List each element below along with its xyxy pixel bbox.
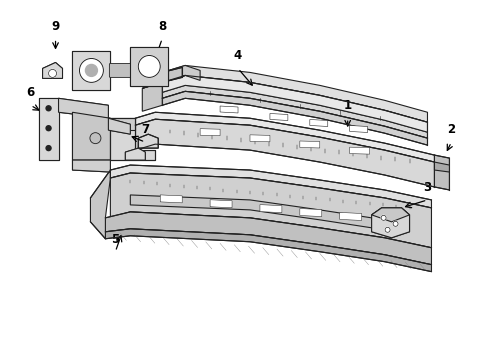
Polygon shape — [73, 50, 110, 90]
Text: 2: 2 — [447, 123, 456, 136]
Text: 8: 8 — [158, 19, 167, 32]
Circle shape — [79, 58, 103, 82]
Polygon shape — [435, 155, 449, 190]
Polygon shape — [260, 204, 282, 213]
Polygon shape — [73, 160, 110, 172]
Circle shape — [385, 227, 390, 232]
Polygon shape — [200, 129, 220, 136]
Polygon shape — [350, 126, 368, 132]
Text: 1: 1 — [343, 99, 352, 112]
Polygon shape — [105, 229, 432, 272]
Polygon shape — [300, 208, 322, 216]
Text: 7: 7 — [141, 123, 149, 136]
Circle shape — [138, 55, 160, 77]
Polygon shape — [310, 120, 328, 126]
Polygon shape — [125, 148, 145, 160]
Polygon shape — [162, 66, 200, 82]
Polygon shape — [160, 195, 182, 203]
Polygon shape — [340, 212, 362, 220]
Polygon shape — [108, 118, 130, 134]
Polygon shape — [350, 147, 369, 154]
Text: 5: 5 — [111, 233, 120, 246]
Polygon shape — [130, 46, 168, 86]
Polygon shape — [58, 98, 108, 118]
Polygon shape — [110, 118, 135, 130]
Polygon shape — [250, 135, 270, 142]
Polygon shape — [162, 91, 427, 145]
Text: 4: 4 — [234, 49, 242, 62]
Circle shape — [90, 133, 101, 144]
Polygon shape — [130, 195, 385, 230]
Circle shape — [393, 221, 398, 226]
Polygon shape — [91, 170, 110, 239]
Polygon shape — [220, 106, 238, 113]
Circle shape — [85, 64, 98, 76]
Polygon shape — [162, 85, 427, 138]
Polygon shape — [300, 141, 320, 148]
Polygon shape — [371, 208, 410, 222]
Polygon shape — [435, 162, 449, 172]
Polygon shape — [110, 173, 432, 248]
Polygon shape — [110, 118, 155, 160]
Polygon shape — [270, 113, 288, 121]
Polygon shape — [105, 212, 432, 265]
Circle shape — [46, 146, 51, 150]
Circle shape — [46, 106, 51, 111]
Text: 3: 3 — [423, 181, 432, 194]
Polygon shape — [162, 75, 427, 132]
Polygon shape — [39, 98, 58, 160]
Polygon shape — [142, 75, 185, 88]
Circle shape — [381, 215, 386, 220]
Polygon shape — [135, 112, 435, 162]
FancyBboxPatch shape — [109, 63, 131, 77]
Polygon shape — [135, 119, 435, 187]
Polygon shape — [138, 134, 158, 148]
Polygon shape — [142, 82, 162, 111]
Polygon shape — [162, 66, 427, 122]
Polygon shape — [371, 208, 410, 238]
Text: 6: 6 — [26, 86, 35, 99]
Text: 9: 9 — [51, 19, 60, 32]
Circle shape — [46, 126, 51, 131]
Polygon shape — [43, 62, 63, 78]
Polygon shape — [162, 67, 182, 82]
Polygon shape — [210, 200, 232, 208]
Polygon shape — [110, 165, 432, 208]
Polygon shape — [73, 112, 110, 160]
Circle shape — [49, 69, 56, 77]
